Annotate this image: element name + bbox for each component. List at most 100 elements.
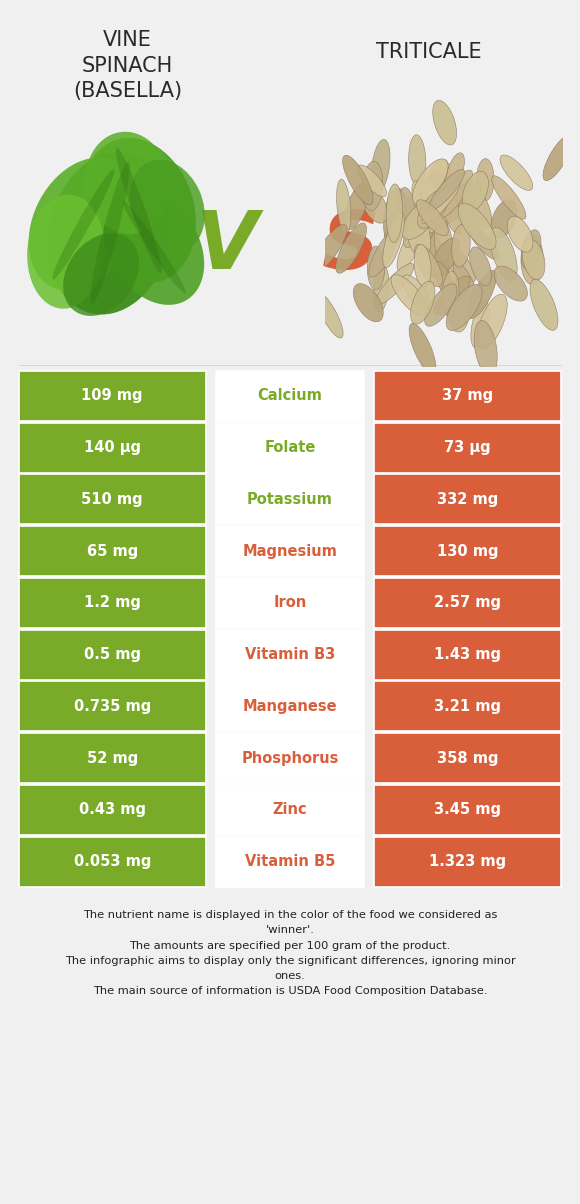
FancyBboxPatch shape (374, 578, 561, 628)
FancyBboxPatch shape (216, 785, 364, 836)
Ellipse shape (371, 140, 390, 193)
Ellipse shape (500, 155, 532, 190)
Ellipse shape (116, 148, 161, 273)
FancyBboxPatch shape (374, 526, 561, 577)
Ellipse shape (27, 195, 104, 308)
Ellipse shape (477, 294, 508, 349)
Ellipse shape (391, 275, 428, 317)
Ellipse shape (492, 176, 526, 219)
FancyBboxPatch shape (19, 785, 206, 836)
FancyBboxPatch shape (374, 681, 561, 732)
Ellipse shape (430, 238, 459, 278)
Ellipse shape (343, 155, 373, 205)
Text: 109 mg: 109 mg (81, 389, 143, 403)
FancyBboxPatch shape (216, 423, 364, 473)
Ellipse shape (522, 240, 545, 279)
Ellipse shape (456, 196, 481, 241)
Ellipse shape (412, 181, 436, 232)
Text: VINE
SPINACH
(BASELLA): VINE SPINACH (BASELLA) (73, 30, 182, 101)
Ellipse shape (491, 200, 517, 237)
Text: 1.2 mg: 1.2 mg (84, 596, 141, 610)
FancyBboxPatch shape (19, 423, 206, 473)
Ellipse shape (402, 200, 437, 240)
Ellipse shape (415, 244, 443, 287)
Ellipse shape (441, 179, 481, 223)
Ellipse shape (429, 170, 465, 209)
FancyBboxPatch shape (216, 474, 364, 525)
Ellipse shape (466, 223, 499, 260)
Text: Zinc: Zinc (273, 803, 307, 818)
Ellipse shape (420, 179, 447, 226)
Text: S: S (322, 208, 380, 285)
Text: 73 μg: 73 μg (444, 441, 491, 455)
Ellipse shape (374, 265, 389, 312)
FancyBboxPatch shape (19, 371, 206, 421)
FancyBboxPatch shape (19, 630, 206, 679)
Ellipse shape (336, 223, 367, 273)
Ellipse shape (422, 228, 450, 275)
Ellipse shape (399, 188, 416, 230)
Ellipse shape (452, 224, 470, 267)
Ellipse shape (385, 197, 412, 241)
FancyBboxPatch shape (19, 474, 206, 525)
Ellipse shape (521, 235, 543, 284)
Ellipse shape (81, 138, 196, 283)
FancyBboxPatch shape (374, 785, 561, 836)
FancyBboxPatch shape (216, 733, 364, 784)
Ellipse shape (433, 100, 456, 144)
Text: 0.5 mg: 0.5 mg (84, 648, 141, 662)
Ellipse shape (406, 205, 430, 260)
FancyBboxPatch shape (19, 681, 206, 732)
Text: Calcium: Calcium (258, 389, 322, 403)
Ellipse shape (336, 179, 351, 234)
Ellipse shape (458, 203, 496, 249)
FancyBboxPatch shape (216, 526, 364, 577)
Text: 1.323 mg: 1.323 mg (429, 855, 506, 869)
Text: 3.45 mg: 3.45 mg (434, 803, 501, 818)
FancyBboxPatch shape (216, 630, 364, 679)
Ellipse shape (418, 188, 450, 229)
Ellipse shape (521, 230, 541, 270)
Ellipse shape (508, 217, 533, 252)
Ellipse shape (122, 201, 186, 294)
FancyBboxPatch shape (19, 733, 206, 784)
Ellipse shape (446, 284, 482, 330)
Ellipse shape (468, 271, 496, 319)
Ellipse shape (440, 243, 476, 283)
Ellipse shape (434, 261, 455, 300)
Ellipse shape (440, 184, 462, 234)
Ellipse shape (543, 135, 572, 181)
Text: V: V (196, 208, 258, 285)
Text: Iron: Iron (273, 596, 307, 610)
Ellipse shape (362, 161, 383, 211)
Text: 3.21 mg: 3.21 mg (434, 700, 501, 714)
Ellipse shape (402, 275, 430, 309)
Ellipse shape (411, 282, 435, 324)
Ellipse shape (48, 152, 172, 314)
Text: Manganese: Manganese (242, 700, 338, 714)
Ellipse shape (386, 184, 403, 242)
Ellipse shape (409, 135, 426, 187)
Ellipse shape (490, 228, 517, 281)
Ellipse shape (414, 207, 438, 253)
Ellipse shape (474, 320, 497, 376)
Ellipse shape (28, 158, 139, 291)
FancyBboxPatch shape (374, 423, 561, 473)
FancyBboxPatch shape (19, 526, 206, 577)
Text: 332 mg: 332 mg (437, 492, 498, 507)
Text: 52 mg: 52 mg (86, 751, 138, 766)
Ellipse shape (367, 246, 385, 290)
Text: 37 mg: 37 mg (442, 389, 494, 403)
Text: 0.43 mg: 0.43 mg (79, 803, 146, 818)
Text: 2.57 mg: 2.57 mg (434, 596, 501, 610)
Ellipse shape (442, 271, 459, 317)
Ellipse shape (409, 324, 436, 374)
FancyBboxPatch shape (216, 681, 364, 732)
Text: 358 mg: 358 mg (437, 751, 499, 766)
Ellipse shape (344, 182, 369, 230)
Ellipse shape (494, 266, 527, 301)
Text: Vitamin B3: Vitamin B3 (245, 648, 335, 662)
Text: Vitamin B5: Vitamin B5 (245, 855, 335, 869)
Ellipse shape (434, 276, 470, 315)
Ellipse shape (477, 159, 494, 201)
